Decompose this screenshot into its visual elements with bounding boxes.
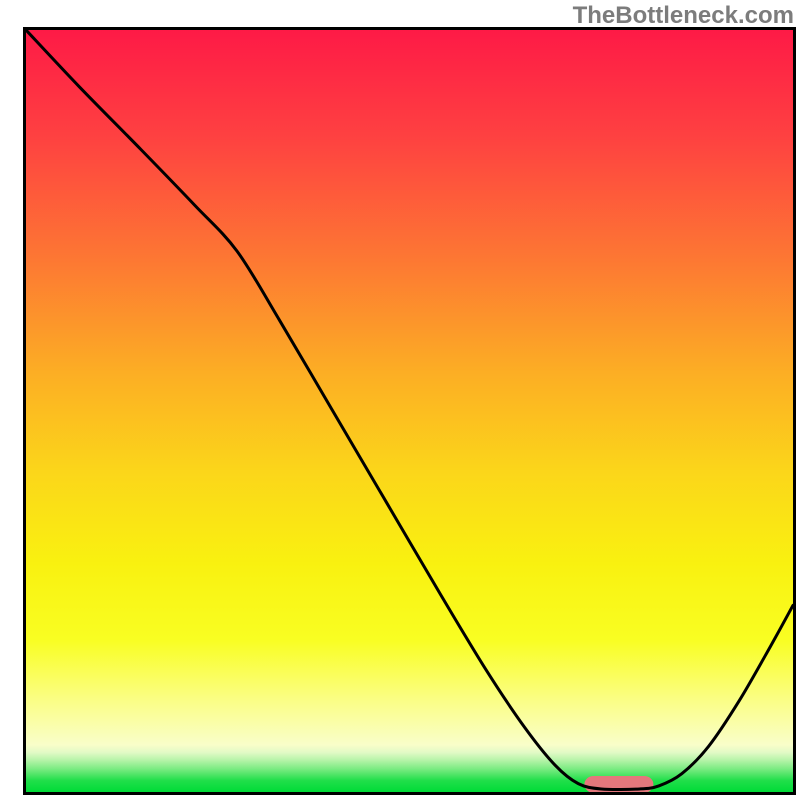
axis-border-left (23, 27, 26, 795)
bottleneck-curve (26, 30, 793, 789)
axis-border-top (23, 27, 796, 30)
bottleneck-chart: TheBottleneck.com (0, 0, 800, 800)
axis-border-right (793, 27, 796, 795)
watermark-text: TheBottleneck.com (573, 2, 794, 30)
curve-layer (26, 30, 793, 792)
plot-area (26, 30, 793, 792)
axis-border-bottom (23, 792, 796, 795)
